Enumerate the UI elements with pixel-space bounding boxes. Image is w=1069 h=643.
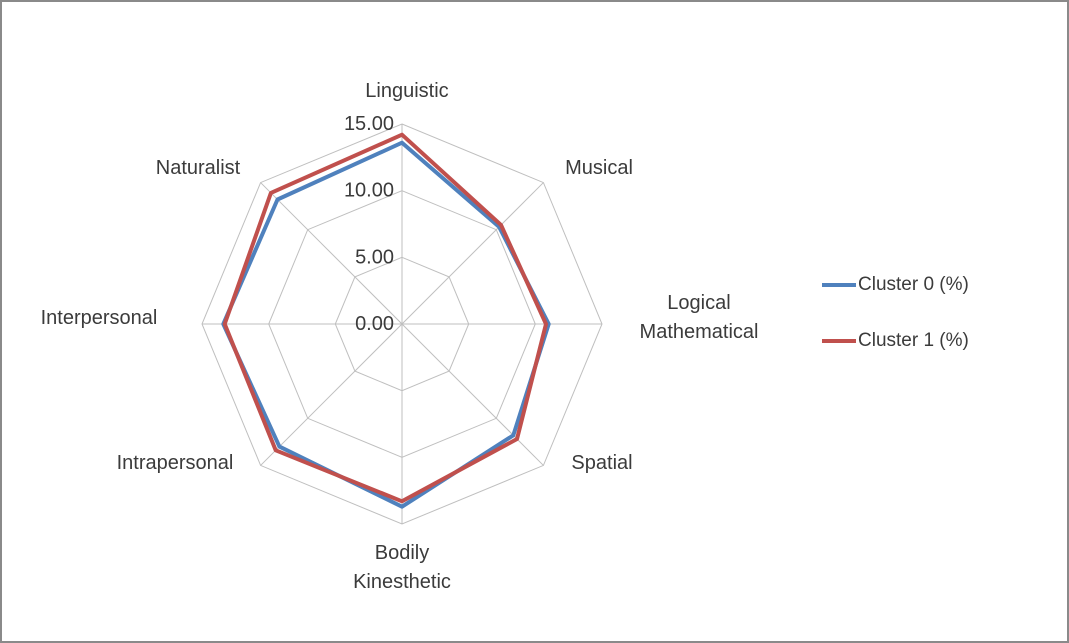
tick-label: 0.00 <box>355 313 394 335</box>
tick-label: 5.00 <box>355 246 394 268</box>
chart-legend: Cluster 0 (%) Cluster 1 (%) <box>822 274 969 352</box>
series-polygon-1 <box>222 132 548 504</box>
legend-line-swatch-cluster-1 <box>822 339 856 343</box>
category-label: Spatial <box>571 452 632 474</box>
category-label: Naturalist <box>156 157 241 179</box>
category-label: Linguistic <box>365 80 448 102</box>
category-label: Intrapersonal <box>117 452 234 474</box>
axis-spoke <box>401 323 544 466</box>
category-label: Logical <box>667 292 730 314</box>
category-label: Bodily <box>375 542 429 564</box>
legend-item-cluster-1: Cluster 1 (%) <box>822 330 969 352</box>
grid-ring <box>201 123 603 525</box>
tick-label: 10.00 <box>344 180 394 202</box>
category-label: Mathematical <box>640 321 759 343</box>
grid-ring <box>334 256 470 392</box>
legend-line-swatch-cluster-0 <box>822 283 856 287</box>
category-label: Kinesthetic <box>353 571 451 593</box>
axis-spoke <box>260 182 403 325</box>
category-label: Musical <box>565 157 633 179</box>
legend-label-cluster-0: Cluster 0 (%) <box>858 274 969 295</box>
axis-spoke <box>401 182 544 325</box>
tick-label: 15.00 <box>344 113 394 135</box>
grid-ring <box>268 190 536 458</box>
axis-spoke <box>260 323 403 466</box>
legend-label-cluster-1: Cluster 1 (%) <box>858 330 969 351</box>
category-label: Interpersonal <box>41 307 158 329</box>
legend-item-cluster-0: Cluster 0 (%) <box>822 274 969 296</box>
